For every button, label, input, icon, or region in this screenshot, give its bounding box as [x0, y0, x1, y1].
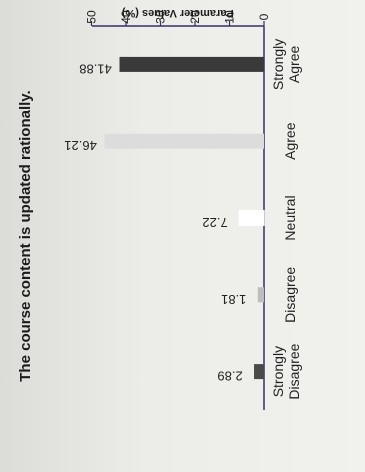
category-label: Disagree [282, 267, 298, 323]
bar [254, 364, 264, 380]
category-label: Neutral [282, 195, 298, 240]
category-label: StronglyDisagree [270, 343, 302, 399]
data-label: 41.88 [79, 61, 112, 76]
category-label: StronglyAgree [270, 39, 302, 90]
data-label: 1.81 [221, 292, 246, 307]
y-tick-label: 10 [223, 10, 237, 24]
y-tick-label: 0 [257, 13, 271, 20]
chart-title: The course content is updated rationally… [17, 90, 34, 381]
bar [104, 133, 264, 149]
plot-area: The course content is updated rationally… [17, 7, 302, 410]
data-label: 7.22 [202, 215, 227, 230]
y-tick-label: 50 [85, 10, 99, 24]
y-tick-label: 30 [154, 10, 168, 24]
category-label: Agree [282, 122, 298, 160]
data-label: 2.89 [217, 369, 242, 384]
data-label: 46.21 [64, 138, 97, 153]
y-tick-label: 20 [188, 10, 202, 24]
y-tick-label: 40 [119, 10, 133, 24]
y-axis-label: Parameter Values (%) [121, 7, 233, 19]
bar [257, 287, 264, 303]
bar [238, 210, 265, 226]
bar [119, 56, 264, 72]
